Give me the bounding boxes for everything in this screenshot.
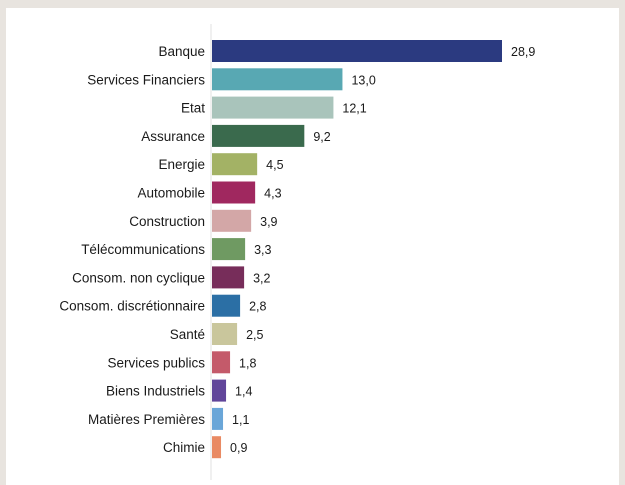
category-label-1: Services Financiers [87,72,205,87]
value-label-3: 9,2 [313,130,330,144]
bar-13 [212,407,224,430]
bar-0 [212,40,502,62]
value-label-13: 1,1 [232,413,249,427]
chart-panel: Banque 28,9 Services Financiers 13,0 Etat 12,… [6,8,619,485]
bar-14 [212,436,222,459]
value-label-4: 4,5 [266,158,283,172]
bar-1 [212,68,343,91]
value-label-11: 1,8 [239,356,256,370]
category-label-7: Télécommunications [81,242,205,257]
bars-group: Banque 28,9 Services Financiers 13,0 Etat 12,… [59,40,535,459]
bar-10 [212,323,238,345]
bar-8 [212,266,245,289]
category-label-2: Etat [181,101,205,116]
category-label-6: Construction [129,214,205,229]
value-label-6: 3,9 [260,215,277,229]
value-label-1: 13,0 [351,73,375,87]
value-label-12: 1,4 [235,385,252,399]
category-label-8: Consom. non cyclique [72,270,205,285]
value-label-10: 2,5 [246,328,263,342]
category-label-10: Santé [170,327,205,342]
value-label-14: 0,9 [230,441,247,455]
category-label-4: Energie [158,157,205,172]
value-label-8: 3,2 [253,271,270,285]
bar-12 [212,379,227,402]
value-label-5: 4,3 [264,187,281,201]
category-label-11: Services publics [107,355,205,370]
value-label-7: 3,3 [254,243,271,257]
bar-11 [212,351,231,374]
value-label-9: 2,8 [249,300,266,314]
bar-chart: Banque 28,9 Services Financiers 13,0 Etat 12,… [59,24,535,480]
category-label-14: Chimie [163,440,205,455]
bar-9 [212,294,241,317]
value-label-2: 12,1 [342,102,366,116]
bar-5 [212,181,256,204]
category-label-13: Matières Premières [88,412,205,427]
bar-6 [212,209,252,232]
category-label-12: Biens Industriels [106,384,205,399]
bar-3 [212,124,305,147]
bar-7 [212,238,246,261]
value-label-0: 28,9 [511,45,535,59]
category-label-0: Banque [158,44,205,59]
category-label-5: Automobile [137,186,205,201]
category-label-9: Consom. discrétionnaire [59,299,205,314]
bar-4 [212,153,258,176]
category-label-3: Assurance [141,129,205,144]
bar-2 [212,96,334,119]
